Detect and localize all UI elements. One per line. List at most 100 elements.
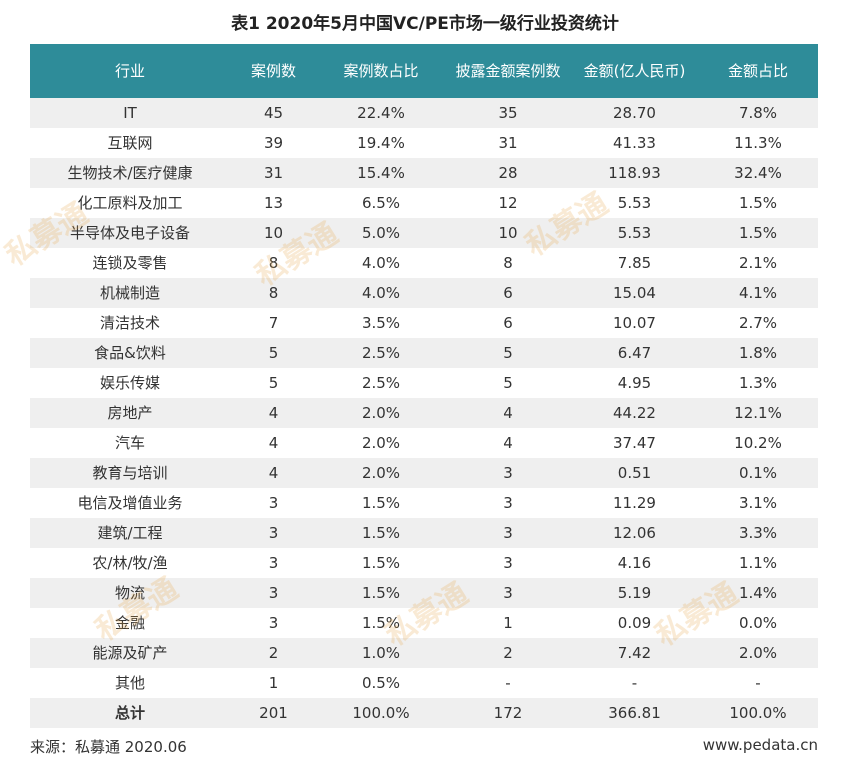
table-row: 能源及矿产 2 1.0% 2 7.42 2.0%	[30, 638, 818, 668]
table-row: IT 45 22.4% 35 28.70 7.8%	[30, 98, 818, 128]
source-note: 来源：私募通 2020.06	[30, 738, 187, 756]
cell-case-share: 4.0%	[317, 248, 445, 278]
header-case-share: 案例数占比	[317, 44, 445, 98]
cell-amount-share: 11.3%	[698, 128, 818, 158]
cell-case-share: 4.0%	[317, 278, 445, 308]
cell-disclosed-cases: 6	[445, 308, 571, 338]
cell-disclosed-cases: 4	[445, 428, 571, 458]
cell-disclosed-cases: 5	[445, 368, 571, 398]
cell-industry: 教育与培训	[30, 458, 230, 488]
cell-case-share: 6.5%	[317, 188, 445, 218]
cell-industry: 汽车	[30, 428, 230, 458]
cell-disclosed-cases: 2	[445, 638, 571, 668]
cell-disclosed-cases: 3	[445, 548, 571, 578]
table-row: 半导体及电子设备 10 5.0% 10 5.53 1.5%	[30, 218, 818, 248]
cell-amount-share: 1.4%	[698, 578, 818, 608]
cell-amount-share: -	[698, 668, 818, 698]
cell-case-share: 22.4%	[317, 98, 445, 128]
cell-amount: 12.06	[571, 518, 698, 548]
cell-disclosed-cases: 12	[445, 188, 571, 218]
website-url: www.pedata.cn	[702, 736, 818, 754]
cell-amount: 4.95	[571, 368, 698, 398]
total-amount: 366.81	[571, 698, 698, 728]
cell-case-share: 19.4%	[317, 128, 445, 158]
table-row: 汽车 4 2.0% 4 37.47 10.2%	[30, 428, 818, 458]
cell-industry: 化工原料及加工	[30, 188, 230, 218]
cell-industry: 互联网	[30, 128, 230, 158]
cell-case-count: 2	[230, 638, 317, 668]
total-case-share: 100.0%	[317, 698, 445, 728]
cell-amount: -	[571, 668, 698, 698]
cell-case-share: 0.5%	[317, 668, 445, 698]
cell-case-share: 2.5%	[317, 338, 445, 368]
cell-amount-share: 1.1%	[698, 548, 818, 578]
cell-case-count: 4	[230, 428, 317, 458]
cell-disclosed-cases: 5	[445, 338, 571, 368]
header-disclosed-cases: 披露金额案例数	[445, 44, 571, 98]
total-amount-share: 100.0%	[698, 698, 818, 728]
table-row: 其他 1 0.5% - - -	[30, 668, 818, 698]
cell-case-count: 5	[230, 368, 317, 398]
cell-amount: 41.33	[571, 128, 698, 158]
cell-amount: 118.93	[571, 158, 698, 188]
cell-amount-share: 2.0%	[698, 638, 818, 668]
cell-case-share: 3.5%	[317, 308, 445, 338]
table-header-row: 行业 案例数 案例数占比 披露金额案例数 金额(亿人民币) 金额占比	[30, 44, 818, 98]
cell-industry: IT	[30, 98, 230, 128]
cell-amount: 28.70	[571, 98, 698, 128]
cell-case-share: 1.5%	[317, 548, 445, 578]
cell-case-count: 39	[230, 128, 317, 158]
cell-amount: 4.16	[571, 548, 698, 578]
cell-disclosed-cases: 3	[445, 518, 571, 548]
table-row: 连锁及零售 8 4.0% 8 7.85 2.1%	[30, 248, 818, 278]
cell-disclosed-cases: 3	[445, 488, 571, 518]
cell-industry: 电信及增值业务	[30, 488, 230, 518]
cell-disclosed-cases: 28	[445, 158, 571, 188]
cell-amount-share: 1.8%	[698, 338, 818, 368]
cell-amount: 5.53	[571, 188, 698, 218]
total-label: 总计	[30, 698, 230, 728]
table-row: 教育与培训 4 2.0% 3 0.51 0.1%	[30, 458, 818, 488]
cell-amount: 6.47	[571, 338, 698, 368]
cell-case-share: 2.0%	[317, 428, 445, 458]
header-amount: 金额(亿人民币)	[571, 44, 698, 98]
cell-case-count: 3	[230, 608, 317, 638]
cell-disclosed-cases: 31	[445, 128, 571, 158]
cell-amount-share: 1.5%	[698, 218, 818, 248]
cell-disclosed-cases: 3	[445, 458, 571, 488]
cell-disclosed-cases: 35	[445, 98, 571, 128]
cell-case-count: 45	[230, 98, 317, 128]
cell-case-count: 8	[230, 278, 317, 308]
cell-amount-share: 0.1%	[698, 458, 818, 488]
cell-amount-share: 4.1%	[698, 278, 818, 308]
cell-amount: 15.04	[571, 278, 698, 308]
cell-amount-share: 1.3%	[698, 368, 818, 398]
cell-amount: 37.47	[571, 428, 698, 458]
cell-case-count: 5	[230, 338, 317, 368]
cell-amount: 10.07	[571, 308, 698, 338]
header-amount-share: 金额占比	[698, 44, 818, 98]
industry-investment-table: 行业 案例数 案例数占比 披露金额案例数 金额(亿人民币) 金额占比 IT 45 2…	[30, 44, 818, 728]
table-row: 金融 3 1.5% 1 0.09 0.0%	[30, 608, 818, 638]
cell-amount: 11.29	[571, 488, 698, 518]
table-row: 农/林/牧/渔 3 1.5% 3 4.16 1.1%	[30, 548, 818, 578]
cell-industry: 食品&饮料	[30, 338, 230, 368]
table-row: 清洁技术 7 3.5% 6 10.07 2.7%	[30, 308, 818, 338]
cell-industry: 半导体及电子设备	[30, 218, 230, 248]
table-row: 电信及增值业务 3 1.5% 3 11.29 3.1%	[30, 488, 818, 518]
cell-amount-share: 10.2%	[698, 428, 818, 458]
cell-industry: 建筑/工程	[30, 518, 230, 548]
cell-case-share: 5.0%	[317, 218, 445, 248]
total-disclosed-cases: 172	[445, 698, 571, 728]
cell-case-count: 4	[230, 458, 317, 488]
cell-industry: 生物技术/医疗健康	[30, 158, 230, 188]
table-row: 房地产 4 2.0% 4 44.22 12.1%	[30, 398, 818, 428]
cell-amount-share: 2.1%	[698, 248, 818, 278]
cell-case-count: 3	[230, 548, 317, 578]
cell-disclosed-cases: -	[445, 668, 571, 698]
cell-amount-share: 1.5%	[698, 188, 818, 218]
table-row: 娱乐传媒 5 2.5% 5 4.95 1.3%	[30, 368, 818, 398]
cell-case-share: 1.5%	[317, 578, 445, 608]
cell-industry: 农/林/牧/渔	[30, 548, 230, 578]
cell-case-count: 1	[230, 668, 317, 698]
